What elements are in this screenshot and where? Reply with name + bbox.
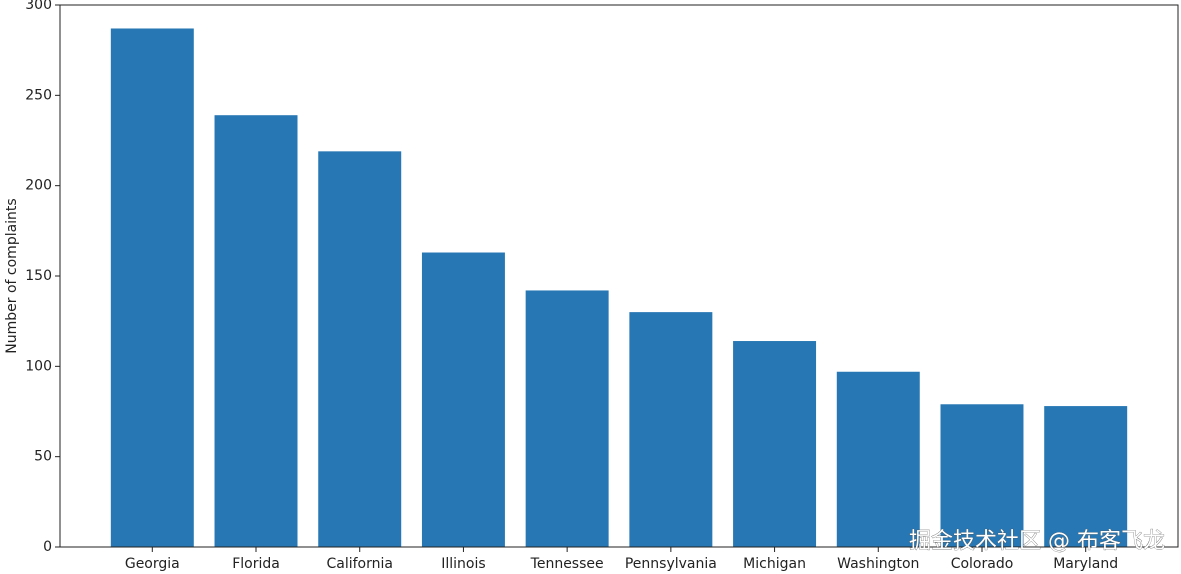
plot-frame (59, 4, 1179, 548)
bar (110, 28, 194, 547)
watermark: 掘金技术社区 @ 布客飞龙 (909, 529, 1165, 554)
y-tick-label: 0 (43, 539, 52, 555)
x-tick-label: Georgia (125, 556, 180, 572)
x-tick-label: Illinois (441, 556, 485, 572)
bar (1044, 406, 1128, 547)
bar (836, 371, 920, 547)
bar (525, 290, 609, 547)
x-tick-label: Maryland (1053, 556, 1118, 572)
bar (940, 404, 1024, 547)
y-tick-label: 200 (25, 178, 52, 194)
y-tick-label: 250 (25, 87, 52, 103)
y-tick-label: 100 (25, 358, 52, 374)
y-axis-label: Number of complaints (4, 198, 20, 353)
x-tick-label: Florida (232, 556, 280, 572)
bar (629, 312, 713, 547)
bar (214, 115, 298, 547)
bar (733, 341, 817, 547)
x-tick-label: Pennsylvania (625, 556, 717, 572)
y-tick-label: 50 (34, 449, 52, 465)
x-tick-label: Tennessee (530, 556, 604, 572)
x-tick-label: California (326, 556, 392, 572)
y-tick-label: 300 (25, 0, 52, 13)
x-tick-label: Washington (837, 556, 919, 572)
x-tick-label: Colorado (951, 556, 1014, 572)
bar (318, 151, 402, 547)
y-tick-label: 150 (25, 268, 52, 284)
x-tick-label: Michigan (743, 556, 806, 572)
bar (421, 252, 505, 547)
